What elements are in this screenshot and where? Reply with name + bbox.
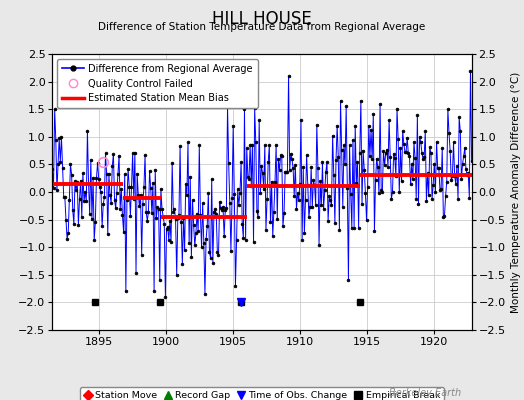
Text: Berkeley Earth: Berkeley Earth (389, 388, 461, 398)
Text: Difference of Station Temperature Data from Regional Average: Difference of Station Temperature Data f… (99, 22, 425, 32)
Text: HILL HOUSE: HILL HOUSE (212, 10, 312, 28)
Y-axis label: Monthly Temperature Anomaly Difference (°C): Monthly Temperature Anomaly Difference (… (511, 71, 521, 313)
Legend: Station Move, Record Gap, Time of Obs. Change, Empirical Break: Station Move, Record Gap, Time of Obs. C… (80, 387, 444, 400)
